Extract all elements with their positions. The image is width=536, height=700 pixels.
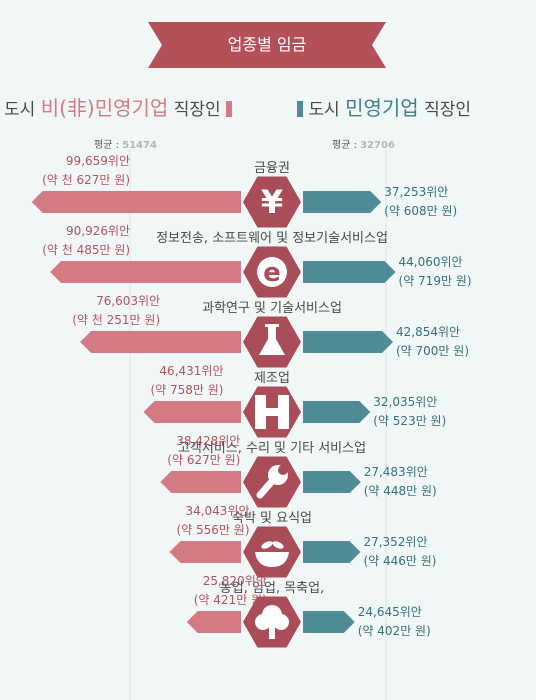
bar-left-6 xyxy=(186,611,241,633)
value-right-amount-6: 24,645위안 xyxy=(357,605,422,619)
bar-right-2 xyxy=(303,331,393,353)
value-right-amount-5: 27,352위안 xyxy=(363,535,428,549)
value-left-amount-5: 34,043위안 xyxy=(185,504,250,518)
category-label-6: 농업, 임업, 목축업, xyxy=(219,581,325,596)
wrench-icon xyxy=(256,465,288,499)
flask-icon xyxy=(259,324,285,355)
value-right-amount-3: 32,035위안 xyxy=(373,395,438,409)
hexagon-0 xyxy=(243,176,301,228)
value-right-amount-4: 27,483위안 xyxy=(363,465,428,479)
value-right-krw-5: (약 446만 원) xyxy=(363,554,437,568)
legend-right-highlight: 민영기업 xyxy=(345,96,419,120)
legend-right-suffix: 직장인 xyxy=(418,100,472,120)
value-left-5: 34,043위안 (약 556만 원) xyxy=(176,502,249,540)
average-left: 평균 : 51474 xyxy=(94,136,157,151)
bar-right-4 xyxy=(303,471,361,493)
value-right-6: 24,645위안 (약 402만 원) xyxy=(358,603,431,641)
value-left-amount-4: 38,428위안 xyxy=(176,434,241,448)
title-banner xyxy=(148,22,386,68)
value-right-3: 32,035위안 (약 523만 원) xyxy=(373,393,446,431)
bar-right-1 xyxy=(303,261,396,283)
svg-text:¥: ¥ xyxy=(261,183,283,221)
value-right-krw-4: (약 448만 원) xyxy=(363,484,437,498)
category-label-5: 숙박 및 요식업 xyxy=(231,511,313,526)
chart-title: 업종별 임금 xyxy=(227,35,307,54)
category-label-2: 과학연구 및 기술서비스업 xyxy=(202,301,342,316)
value-left-krw-1: (약 천 485만 원) xyxy=(42,243,131,257)
value-left-1: 90,926위안 (약 천 485만 원) xyxy=(42,222,130,260)
legend-right-prefix: 도시 xyxy=(308,100,346,120)
value-left-amount-3: 46,431위안 xyxy=(159,364,224,378)
value-right-5: 27,352위안 (약 446만 원) xyxy=(363,533,436,571)
category-label-3: 제조업 xyxy=(254,371,290,386)
factory-icon xyxy=(255,395,289,429)
svg-text:e: e xyxy=(263,258,281,288)
average-right-label: 평균 : xyxy=(332,140,361,151)
value-left-krw-6: (약 421만 원) xyxy=(193,593,267,607)
average-right: 평균 : 32706 xyxy=(332,136,395,151)
value-right-4: 27,483위안 (약 448만 원) xyxy=(364,463,437,501)
value-left-2: 76,603위안 (약 천 251만 원) xyxy=(72,292,160,330)
bar-right-3 xyxy=(303,401,371,423)
category-label-4: 고객서비스, 수리 및 기타 서비스업 xyxy=(177,441,367,456)
bar-left-5 xyxy=(169,541,241,563)
value-right-krw-2: (약 700만 원) xyxy=(395,344,470,358)
value-right-krw-1: (약 719만 원) xyxy=(398,274,472,288)
value-left-6: 25,820위안 (약 421만 원) xyxy=(194,572,267,610)
bar-right-5 xyxy=(303,541,361,563)
value-right-0: 37,253위안 (약 608만 원) xyxy=(384,183,457,221)
value-right-krw-3: (약 523만 원) xyxy=(373,414,447,428)
legend-left-swatch xyxy=(226,101,233,117)
value-left-4: 38,428위안 (약 627만 원) xyxy=(167,432,240,470)
value-right-krw-0: (약 608만 원) xyxy=(384,204,458,218)
value-left-amount-6: 25,820위안 xyxy=(202,574,267,588)
legend-right-swatch xyxy=(297,101,303,117)
tree-icon xyxy=(255,605,289,639)
average-left-label: 평균 : xyxy=(94,140,123,151)
value-left-amount-2: 76,603위안 xyxy=(96,294,161,308)
value-right-2: 42,854위안 (약 700만 원) xyxy=(396,323,469,361)
value-left-amount-1: 90,926위안 xyxy=(65,224,131,238)
value-left-krw-5: (약 556만 원) xyxy=(176,523,250,537)
value-left-krw-3: (약 758만 원) xyxy=(150,383,224,397)
category-label-1: 정보전송, 소프트웨어 및 정보기술서비스업 xyxy=(156,231,388,246)
value-right-krw-6: (약 402만 원) xyxy=(357,624,431,638)
value-left-amount-0: 99,659위안 xyxy=(65,154,130,168)
value-left-krw-0: (약 천 627만 원) xyxy=(42,173,130,187)
bar-left-2 xyxy=(80,331,241,353)
legend-left: 도시 비(非)민영기업 직장인 xyxy=(4,92,233,121)
bar-left-0 xyxy=(31,191,242,213)
bar-left-4 xyxy=(160,471,241,493)
food-bowl-icon xyxy=(255,541,289,567)
average-left-value: 51474 xyxy=(122,140,157,151)
value-left-3: 46,431위안 (약 758만 원) xyxy=(150,362,223,400)
bar-left-1 xyxy=(50,261,241,283)
bar-right-0 xyxy=(303,191,382,213)
bar-left-3 xyxy=(143,401,241,423)
value-right-amount-1: 44,060위안 xyxy=(398,255,463,269)
category-label-0: 금융권 xyxy=(254,161,290,176)
value-left-krw-4: (약 627만 원) xyxy=(167,453,241,467)
legend-left-highlight: 비(非)민영기업 xyxy=(40,96,169,120)
value-right-amount-2: 42,854위안 xyxy=(395,325,461,339)
e-icon: e xyxy=(257,257,287,288)
legend-left-suffix: 직장인 xyxy=(168,100,221,120)
value-right-amount-0: 37,253위안 xyxy=(384,185,449,199)
legend-right: 도시 민영기업 직장인 xyxy=(297,92,471,121)
value-right-1: 44,060위안 (약 719만 원) xyxy=(399,253,472,291)
value-left-krw-2: (약 천 251만 원) xyxy=(72,313,161,327)
average-right-value: 32706 xyxy=(360,140,395,151)
value-left-0: 99,659위안 (약 천 627만 원) xyxy=(42,152,130,190)
bar-right-6 xyxy=(303,611,355,633)
legend-left-prefix: 도시 xyxy=(4,100,41,120)
yen-icon: ¥ xyxy=(261,183,283,221)
